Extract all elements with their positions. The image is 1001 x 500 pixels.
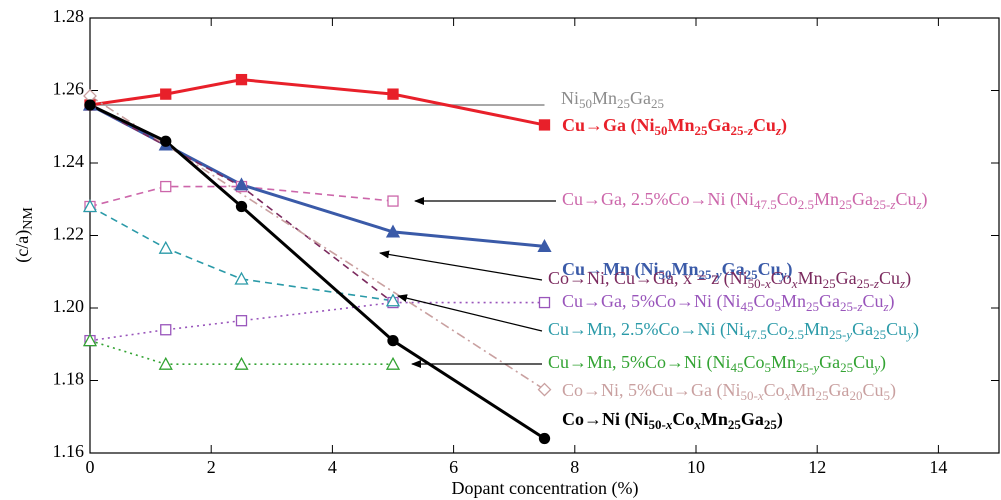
marker [387,334,399,347]
label-arrow [397,294,543,332]
marker [234,177,249,191]
series-label: Co→Ni, 5%Cu→Ga (Ni50-x​Cox​Mn25​Ga20​Cu5… [562,380,896,403]
series-label: Co→Ni, Cu→Ga, x = z (Ni50-x​Cox​Mn25​Ga2… [548,268,911,291]
label-arrow [379,250,543,281]
marker [82,333,98,347]
series-label: Cu→Ga, 5%Co→Ni (Ni45​Co5​Mn25​Ga25-z​Cuz… [562,291,895,314]
marker [160,324,172,336]
series-label: Cu→Mn, 5%Co→Ni (Ni45​Co5​Mn25-y​Ga25​Cuy… [548,352,886,375]
marker [538,432,551,445]
series-line [89,103,545,248]
y-tick-label: 1.20 [53,296,85,316]
marker [385,293,401,307]
marker [235,200,248,213]
series-line [89,205,394,302]
y-tick-label: 1.16 [53,441,85,461]
marker [160,88,172,100]
marker [538,296,551,309]
x-tick-label: 8 [570,457,579,477]
x-tick-label: 12 [808,457,826,477]
marker [387,195,399,207]
x-tick-label: 0 [86,457,95,477]
marker [160,180,172,193]
marker [537,382,552,397]
series-line [89,185,394,208]
series-label: Cu→Mn, 2.5%Co→Ni (Ni47.5​Co2.5​Mn25-y​Ga… [548,319,919,342]
marker [234,356,249,370]
marker [234,271,249,285]
marker [385,356,401,370]
marker [235,73,248,86]
y-axis-label: (c/a)NM [12,207,36,263]
x-tick-label: 10 [687,457,705,477]
series-label: Cu→Mn (Ni50​Mn25-y​Ga25​Cuy​) [562,259,792,282]
marker [158,240,173,254]
y-tick-label: 1.24 [53,151,85,171]
marker [158,356,173,370]
x-tick-label: 4 [328,457,337,477]
marker [84,99,96,111]
marker [538,119,551,131]
series-label: Cu→Ga, 2.5%Co→Ni (Ni47.5​Co2.5​Mn25​Ga25… [562,189,928,212]
marker [385,224,401,238]
marker [82,199,98,213]
x-tick-label: 6 [449,457,458,477]
x-tick-label: 2 [207,457,216,477]
y-tick-label: 1.22 [53,224,85,244]
series-line [89,78,545,127]
y-tick-label: 1.18 [53,369,85,389]
marker [235,315,248,327]
series-label: Co→Ni (Ni50-x​Cox​Mn25​Ga25​) [562,409,783,432]
series-line [89,95,545,391]
marker [537,239,552,253]
series-line [89,301,545,342]
y-tick-label: 1.28 [53,6,85,26]
x-axis-label: Dopant concentration (%) [452,478,639,499]
marker [387,88,399,100]
series-label: Ni50​Mn25​Ga25​ [561,88,664,111]
y-tick-label: 1.26 [53,79,85,99]
x-tick-label: 14 [929,457,947,477]
marker [160,135,172,147]
series-label: Cu→Ga (Ni50​Mn25​Ga25-z​Cuz​) [562,115,787,138]
series-line [89,103,546,440]
